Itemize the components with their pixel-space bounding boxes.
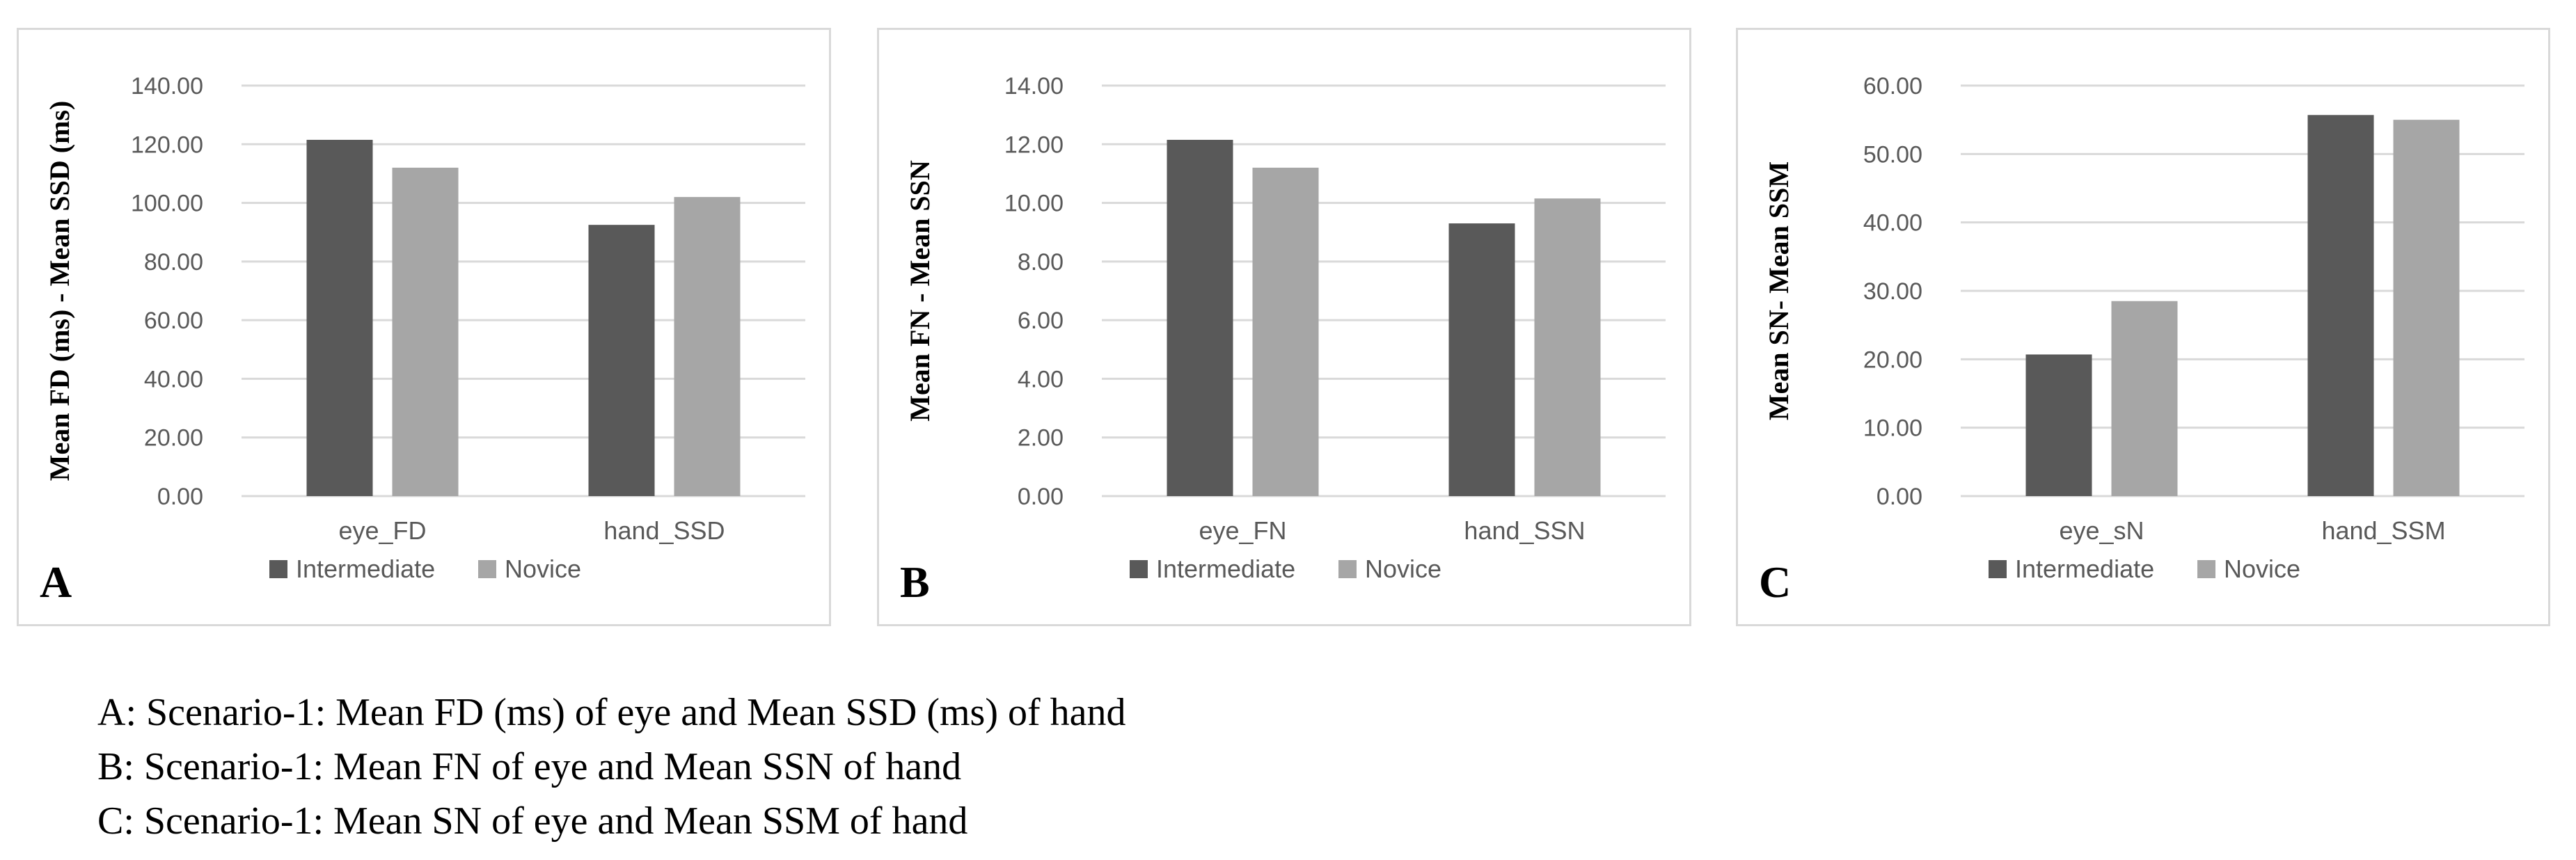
y-tick-label-c-0: 0.00 <box>1876 484 1922 510</box>
category-label-c-1: hand_SSM <box>2321 516 2445 545</box>
legend-label-c-novice: Novice <box>2224 555 2300 583</box>
y-axis-title-a: Mean FD (ms) - Mean SSD (ms) <box>44 101 75 481</box>
bar-c-eye-sn-novice <box>2111 301 2178 496</box>
y-tick-label-b-7: 14.00 <box>1004 73 1064 99</box>
y-tick-label-a-5: 100.00 <box>131 191 203 217</box>
y-tick-label-a-2: 40.00 <box>144 366 203 392</box>
category-label-b-1: hand_SSN <box>1464 516 1585 545</box>
y-tick-label-b-2: 4.00 <box>1018 366 1064 392</box>
legend-label-a-intermediate: Intermediate <box>296 555 435 583</box>
caption-c: C: Scenario-1: Mean SN of eye and Mean S… <box>97 799 968 843</box>
legend-label-b-intermediate: Intermediate <box>1156 555 1295 583</box>
caption-a: A: Scenario-1: Mean FD (ms) of eye and M… <box>97 691 1126 734</box>
bar-b-hand-ssn-novice <box>1534 198 1601 496</box>
caption-b: B: Scenario-1: Mean FN of eye and Mean S… <box>97 745 962 788</box>
legend-label-b-novice: Novice <box>1365 555 1441 583</box>
category-label-a-0: eye_FD <box>338 516 426 545</box>
bar-a-eye-fd-novice <box>392 168 459 496</box>
y-tick-label-a-0: 0.00 <box>157 484 203 510</box>
panel-letter-c: C <box>1759 557 1791 607</box>
category-label-c-0: eye_sN <box>2059 516 2144 545</box>
y-tick-label-c-2: 20.00 <box>1863 347 1922 373</box>
y-tick-label-b-4: 8.00 <box>1018 249 1064 276</box>
legend-label-a-novice: Novice <box>505 555 581 583</box>
y-tick-label-b-5: 10.00 <box>1004 191 1064 217</box>
y-tick-label-c-3: 30.00 <box>1863 278 1922 305</box>
legend-swatch-b-intermediate <box>1130 560 1148 578</box>
legend-swatch-a-novice <box>478 560 496 578</box>
chart-panel-c: 0.00 10.00 20.00 30.00 40.00 50.00 60.00 eye_sN… <box>1736 28 2550 626</box>
y-axis-title-c: Mean SN- Mean SSM <box>1763 161 1794 420</box>
legend-swatch-c-intermediate <box>1989 560 2007 578</box>
bar-a-hand-ssd-novice <box>674 197 741 496</box>
y-tick-label-a-4: 80.00 <box>144 249 203 276</box>
legend-label-c-intermediate: Intermediate <box>2015 555 2154 583</box>
caption-block: A: Scenario-1: Mean FD (ms) of eye and M… <box>97 685 1125 848</box>
y-tick-label-b-6: 12.00 <box>1004 132 1064 158</box>
y-tick-label-b-3: 6.00 <box>1018 308 1064 334</box>
y-tick-label-a-3: 60.00 <box>144 308 203 334</box>
chart-panel-b: 0.00 2.00 4.00 6.00 8.00 10.00 12.00 14.00 eye_F… <box>877 28 1691 626</box>
y-tick-label-a-6: 120.00 <box>131 132 203 158</box>
bar-c-hand-ssm-novice <box>2393 120 2460 496</box>
panel-letter-b: B <box>900 557 930 607</box>
y-tick-label-b-0: 0.00 <box>1018 484 1064 510</box>
legend-swatch-b-novice <box>1338 560 1357 578</box>
y-tick-label-a-1: 20.00 <box>144 425 203 452</box>
chart-c-svg: 0.00 10.00 20.00 30.00 40.00 50.00 60.00 eye_sN… <box>1759 73 2524 607</box>
y-tick-label-a-7: 140.00 <box>131 73 203 99</box>
y-tick-label-c-1: 10.00 <box>1863 415 1922 442</box>
y-tick-label-c-4: 40.00 <box>1863 210 1922 237</box>
category-label-b-0: eye_FN <box>1199 516 1286 545</box>
category-label-a-1: hand_SSD <box>603 516 725 545</box>
y-tick-label-b-1: 2.00 <box>1018 425 1064 452</box>
bar-b-eye-fn-intermediate <box>1167 139 1233 496</box>
bar-c-hand-ssm-intermediate <box>2307 115 2374 496</box>
bar-c-eye-sn-intermediate <box>2025 354 2092 496</box>
chart-b-svg: 0.00 2.00 4.00 6.00 8.00 10.00 12.00 14.00 eye_F… <box>900 73 1666 607</box>
y-tick-label-c-6: 60.00 <box>1863 73 1922 99</box>
bar-b-eye-fn-novice <box>1252 168 1319 496</box>
bar-a-eye-fd-intermediate <box>306 139 373 496</box>
legend-swatch-c-novice <box>2197 560 2215 578</box>
chart-a-svg: 0.00 20.00 40.00 60.00 80.00 100.00 120.00 140.… <box>40 73 805 607</box>
y-tick-label-c-5: 50.00 <box>1863 141 1922 168</box>
bar-b-hand-ssn-intermediate <box>1448 223 1515 496</box>
chart-panel-a: 0.00 20.00 40.00 60.00 80.00 100.00 120.00 140.… <box>17 28 831 626</box>
panel-letter-a: A <box>40 557 72 607</box>
legend-swatch-a-intermediate <box>269 560 287 578</box>
y-axis-title-b: Mean FN - Mean SSN <box>904 160 935 422</box>
bar-a-hand-ssd-intermediate <box>588 225 655 496</box>
